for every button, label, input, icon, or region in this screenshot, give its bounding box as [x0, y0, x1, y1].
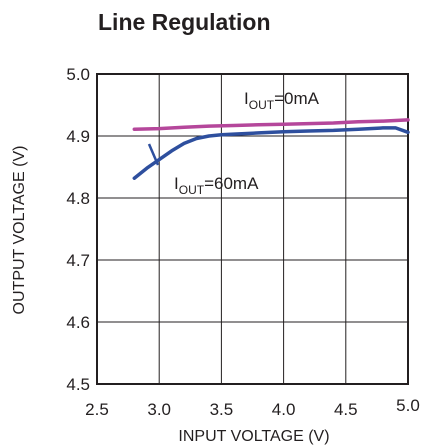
x-tick-label: 2.5 [85, 400, 109, 419]
x-tick-labels: 2.5 3.0 3.5 4.0 4.5 5.0 [85, 396, 420, 419]
x-tick-label: 4.0 [272, 400, 296, 419]
y-axis-label: OUTPUT VOLTAGE (V) [11, 146, 28, 315]
x-tick-label: 4.5 [334, 400, 358, 419]
chart-title: Line Regulation [98, 9, 271, 35]
plot-frame [96, 73, 409, 385]
series-line-iout-0ma [132, 118, 410, 131]
y-tick-labels: 5.0 4.9 4.8 4.7 4.6 4.5 [66, 65, 90, 394]
x-tick-label: 5.0 [396, 396, 420, 415]
x-tick-label: 3.5 [210, 400, 234, 419]
y-tick-label: 5.0 [66, 65, 90, 84]
annotation-iout-60ma: IOUT=60mA [174, 174, 259, 197]
x-tick-label: 3.0 [147, 400, 171, 419]
series-line-iout-60ma [132, 126, 410, 180]
y-tick-label: 4.9 [66, 127, 90, 146]
y-tick-label: 4.5 [66, 375, 90, 394]
series-layer [132, 118, 410, 180]
y-tick-label: 4.6 [66, 313, 90, 332]
annotation-leader-iout-60ma [147, 143, 160, 166]
annotation-iout-0ma: IOUT=0mA [244, 89, 320, 112]
y-tick-label: 4.7 [66, 251, 90, 270]
x-axis-label: INPUT VOLTAGE (V) [178, 428, 329, 445]
y-tick-label: 4.8 [66, 189, 90, 208]
